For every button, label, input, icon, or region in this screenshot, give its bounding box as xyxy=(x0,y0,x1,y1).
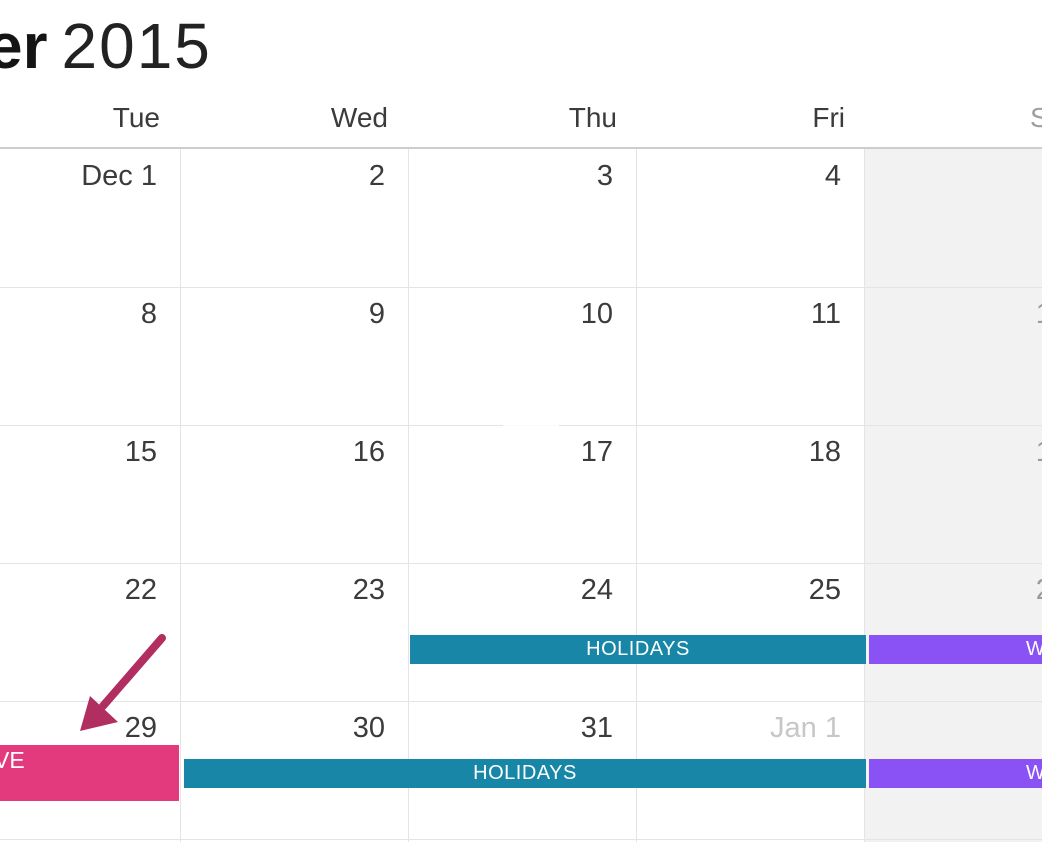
grid-line xyxy=(0,839,1042,840)
event-weekend-week5[interactable]: W xyxy=(869,759,1042,788)
grid-line xyxy=(0,701,1042,702)
ghost-artifact xyxy=(503,419,559,430)
event-pink-week5-label: VE xyxy=(0,747,25,773)
day-cell-jan-1[interactable]: Jan 1 xyxy=(770,712,841,744)
day-cell-dec-29[interactable]: 29 xyxy=(124,712,157,744)
day-cell-dec-19[interactable]: 19 xyxy=(865,425,1042,562)
weekday-header-fri: Fri xyxy=(812,102,845,133)
day-cell-dec-12[interactable]: 12 xyxy=(865,287,1042,424)
event-weekend-week4-label: W xyxy=(1026,638,1042,660)
day-cell-dec-2[interactable]: 2 xyxy=(368,160,385,192)
day-cell-dec-26[interactable]: 26 xyxy=(865,563,1042,700)
day-cell-dec-9[interactable]: 9 xyxy=(368,298,385,330)
day-cell-dec-3[interactable]: 3 xyxy=(596,160,613,192)
grid-line xyxy=(0,563,1042,564)
title-month: December xyxy=(0,10,48,82)
grid-line xyxy=(636,149,637,842)
day-cell-dec-5[interactable] xyxy=(865,149,1042,286)
grid-line xyxy=(0,287,1042,288)
day-cell-dec-4[interactable]: 4 xyxy=(824,160,841,192)
event-pink-week5[interactable]: VE xyxy=(0,745,179,801)
grid-line xyxy=(408,149,409,842)
day-cell-dec-30[interactable]: 30 xyxy=(352,712,385,744)
saturday-column-background xyxy=(865,149,1042,842)
title-year: 2015 xyxy=(61,10,212,82)
day-cell-dec-31[interactable]: 31 xyxy=(580,712,613,744)
day-cell-dec-23[interactable]: 23 xyxy=(352,574,385,606)
grid-line xyxy=(180,149,181,842)
weekday-header-sat: Sat xyxy=(1029,102,1042,133)
event-holidays-week4[interactable]: HOLIDAYS xyxy=(410,635,866,664)
day-cell-dec-25[interactable]: 25 xyxy=(808,574,841,606)
day-cell-dec-17[interactable]: 17 xyxy=(580,436,613,468)
event-holidays-week5[interactable]: HOLIDAYS xyxy=(184,759,866,788)
day-cell-dec-22[interactable]: 22 xyxy=(124,574,157,606)
day-cell-dec-11[interactable]: 11 xyxy=(810,298,841,330)
day-cell-dec-8[interactable]: 8 xyxy=(140,298,157,330)
day-cell-dec-1[interactable]: Dec 1 xyxy=(81,160,157,192)
weekday-header-tue: Tue xyxy=(112,102,160,133)
day-cell-dec-15[interactable]: 15 xyxy=(124,436,157,468)
day-cell-dec-18[interactable]: 18 xyxy=(808,436,841,468)
weekday-header-wed: Wed xyxy=(330,102,388,133)
event-weekend-week5-label: W xyxy=(1026,762,1042,784)
event-weekend-week4[interactable]: W xyxy=(869,635,1042,664)
day-cell-dec-10[interactable]: 10 xyxy=(580,298,613,330)
grid-line xyxy=(864,149,865,842)
weekday-header-thu: Thu xyxy=(568,102,617,133)
page-title: December 2015 xyxy=(0,10,212,82)
day-cell-dec-16[interactable]: 16 xyxy=(352,436,385,468)
day-cell-dec-24[interactable]: 24 xyxy=(580,574,613,606)
grid-top-border xyxy=(0,147,1042,149)
